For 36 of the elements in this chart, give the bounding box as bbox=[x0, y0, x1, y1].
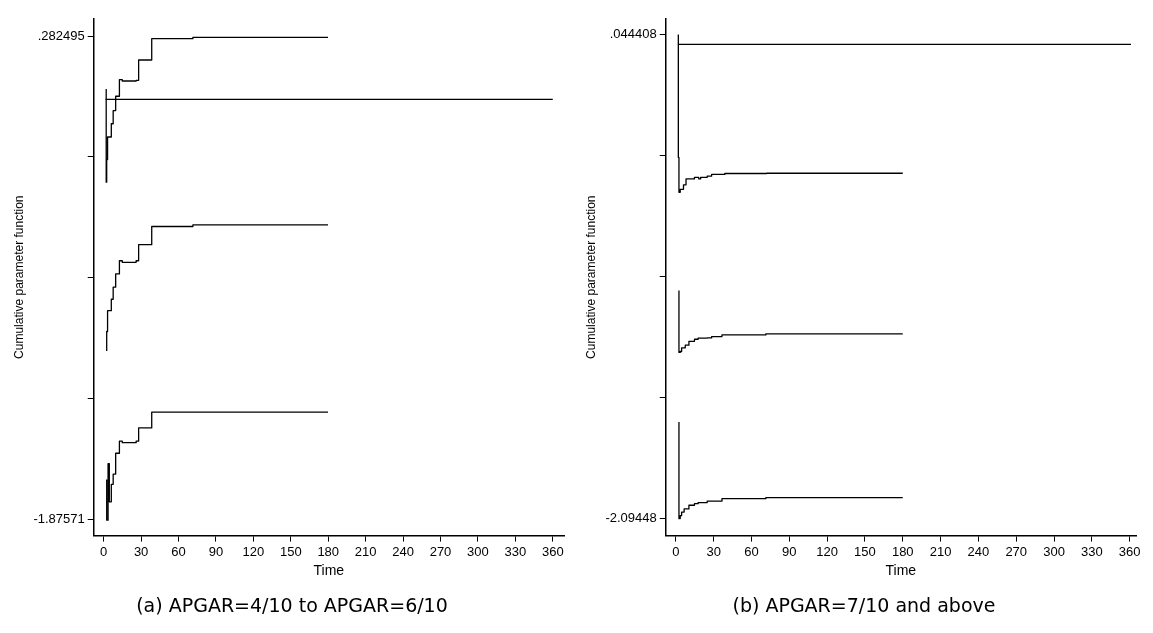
x-tick-label: 330 bbox=[1081, 543, 1103, 559]
x-tick-label: 180 bbox=[891, 543, 914, 559]
x-tick-label: 120 bbox=[816, 543, 838, 559]
x-tick-label: 330 bbox=[504, 543, 527, 559]
x-tick-label: 360 bbox=[541, 543, 564, 559]
x-tick-label: 90 bbox=[208, 543, 224, 559]
x-tick-label: 180 bbox=[317, 543, 340, 559]
y-tick-label: .044408 bbox=[609, 25, 657, 41]
y-tick-label: .282495 bbox=[37, 27, 85, 43]
x-tick-label: 300 bbox=[1043, 543, 1065, 559]
x-tick-label: 30 bbox=[706, 543, 721, 559]
y-tick-label: -1.87571 bbox=[33, 510, 85, 526]
x-tick-label: 210 bbox=[929, 543, 952, 559]
x-tick-label: 210 bbox=[354, 543, 377, 559]
x-tick-label: 120 bbox=[242, 543, 265, 559]
y-axis-title: Cumulative parameter function bbox=[583, 195, 598, 359]
x-tick-label: 270 bbox=[1005, 543, 1028, 559]
text: (b) APGAR=7/10 and above bbox=[731, 594, 997, 616]
x-axis-title: Time bbox=[885, 562, 917, 579]
x-tick-label: 240 bbox=[392, 543, 414, 559]
x-tick-label: 240 bbox=[967, 543, 990, 559]
x-tick-label: 150 bbox=[279, 543, 302, 559]
y-axis-title: Cumulative parameter function bbox=[11, 195, 26, 359]
x-tick-label: 0 bbox=[100, 543, 108, 559]
x-tick-label: 60 bbox=[744, 543, 759, 559]
x-tick-label: 360 bbox=[1118, 543, 1141, 559]
y-tick-label: -2.09448 bbox=[605, 510, 657, 526]
x-axis-title: Time bbox=[313, 562, 345, 579]
x-tick-label: 150 bbox=[854, 543, 876, 559]
x-tick-label: 0 bbox=[672, 543, 680, 559]
x-tick-label: 60 bbox=[171, 543, 186, 559]
text: (a) APGAR=4/10 to APGAR=6/10 bbox=[135, 594, 449, 616]
x-tick-label: 270 bbox=[429, 543, 452, 559]
x-tick-label: 30 bbox=[133, 543, 149, 559]
x-tick-label: 300 bbox=[467, 543, 489, 559]
x-tick-label: 90 bbox=[782, 543, 797, 559]
